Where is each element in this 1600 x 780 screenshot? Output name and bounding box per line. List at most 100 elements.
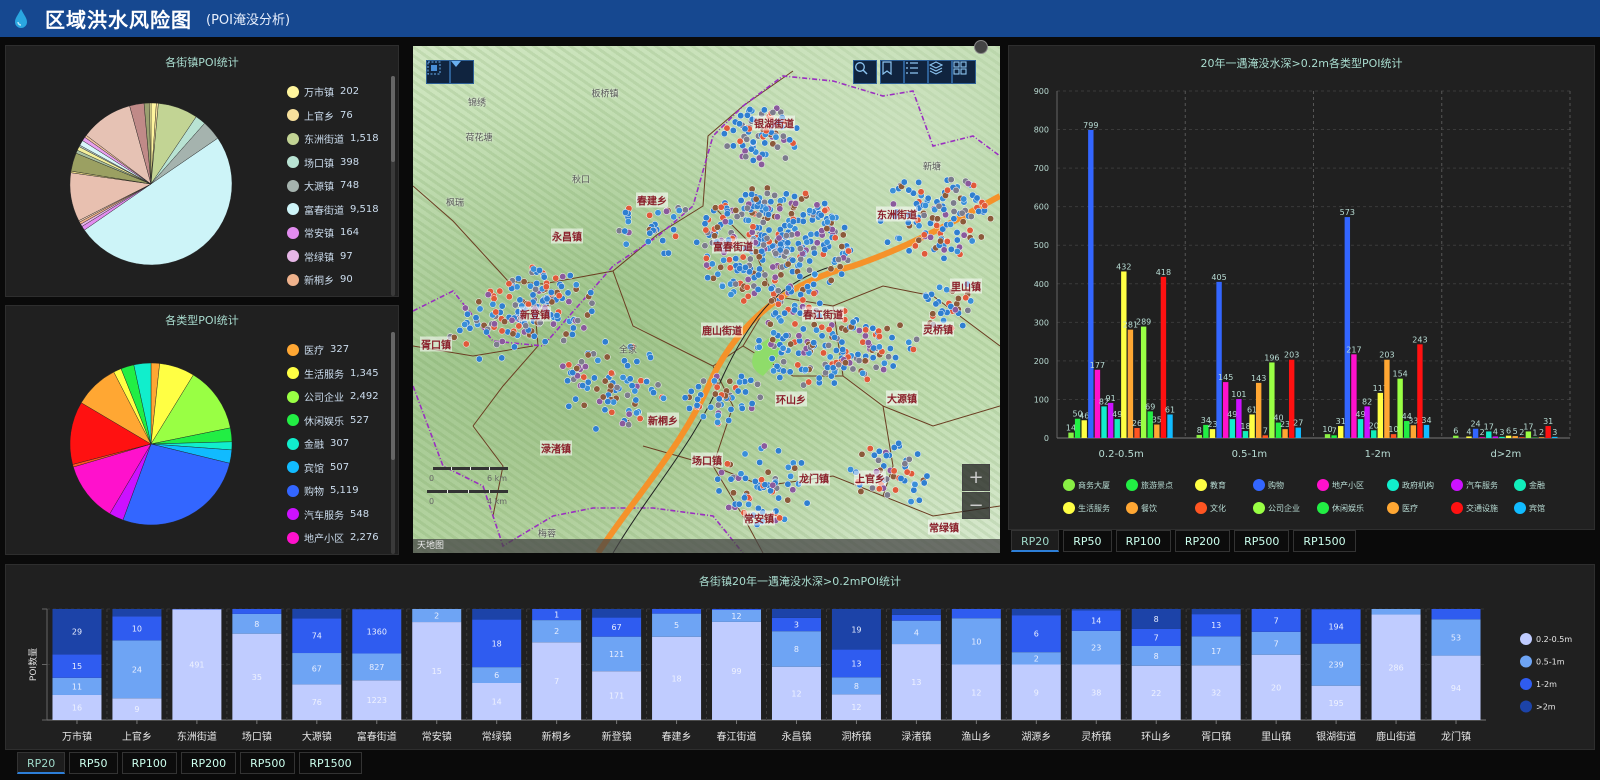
poi-marker[interactable] [791, 306, 798, 314]
bar[interactable] [1545, 426, 1551, 438]
poi-marker[interactable] [803, 499, 811, 507]
poi-marker[interactable] [714, 401, 722, 409]
bar[interactable] [1203, 424, 1209, 438]
legend-label[interactable]: 商务大厦 [1078, 480, 1110, 490]
bar[interactable] [1472, 428, 1479, 438]
poi-marker[interactable] [755, 271, 762, 279]
poi-marker[interactable] [572, 395, 580, 403]
bar[interactable] [1295, 427, 1301, 438]
poi-marker[interactable] [776, 374, 784, 382]
poi-marker[interactable] [699, 413, 707, 421]
poi-marker[interactable] [709, 274, 717, 282]
poi-marker[interactable] [756, 393, 764, 401]
poi-marker[interactable] [637, 377, 645, 385]
poi-marker[interactable] [967, 213, 975, 220]
poi-marker[interactable] [466, 324, 474, 332]
stacked-segment[interactable] [592, 636, 642, 672]
poi-marker[interactable] [802, 189, 809, 197]
poi-marker[interactable] [777, 293, 785, 301]
poi-marker[interactable] [756, 458, 764, 466]
stacked-segment[interactable] [771, 631, 821, 667]
poi-marker[interactable] [776, 514, 784, 522]
poi-marker[interactable] [914, 450, 922, 458]
poi-marker[interactable] [769, 140, 777, 148]
map-town-label[interactable]: 里山镇 [950, 278, 982, 294]
poi-marker[interactable] [717, 203, 725, 211]
bar[interactable] [1331, 435, 1337, 438]
poi-marker[interactable] [921, 201, 929, 209]
poi-marker[interactable] [601, 377, 609, 385]
poi-marker[interactable] [588, 299, 596, 307]
poi-marker[interactable] [547, 288, 555, 296]
poi-marker[interactable] [897, 474, 905, 482]
map-town-label[interactable]: 上官乡 [854, 470, 886, 486]
poi-marker[interactable] [827, 372, 835, 380]
poi-marker[interactable] [505, 293, 513, 301]
poi-marker[interactable] [508, 316, 516, 324]
poi-marker[interactable] [905, 247, 913, 255]
stacked-segment[interactable] [352, 680, 402, 720]
poi-marker[interactable] [516, 296, 524, 304]
poi-marker[interactable] [882, 452, 890, 460]
stacked-segment[interactable] [592, 609, 642, 618]
poi-marker[interactable] [773, 104, 781, 112]
poi-marker[interactable] [713, 383, 721, 391]
poi-marker[interactable] [633, 409, 641, 417]
poi-marker[interactable] [953, 236, 961, 244]
poi-marker[interactable] [654, 381, 662, 389]
poi-marker[interactable] [774, 287, 782, 295]
poi-marker[interactable] [548, 298, 556, 306]
poi-marker[interactable] [755, 253, 763, 261]
poi-marker[interactable] [761, 280, 769, 288]
bar[interactable] [1255, 382, 1262, 438]
poi-marker[interactable] [715, 487, 723, 495]
poi-marker[interactable] [558, 283, 565, 290]
stacked-segment[interactable] [1251, 654, 1301, 720]
poi-marker[interactable] [743, 204, 751, 212]
poi-marker[interactable] [935, 202, 943, 210]
poi-marker[interactable] [787, 472, 795, 480]
poi-marker[interactable] [530, 332, 538, 340]
poi-marker[interactable] [823, 238, 831, 246]
poi-marker[interactable] [744, 292, 752, 300]
layers-button[interactable] [928, 60, 952, 84]
poi-marker[interactable] [826, 353, 834, 361]
poi-marker[interactable] [619, 373, 627, 381]
stacked-segment[interactable] [112, 640, 162, 699]
tab-rp50[interactable]: RP50 [1063, 530, 1112, 552]
map-town-label[interactable]: 渌渚镇 [540, 440, 572, 456]
poi-marker[interactable] [880, 366, 888, 374]
poi-marker[interactable] [947, 245, 955, 253]
poi-marker[interactable] [836, 263, 844, 271]
poi-marker[interactable] [755, 343, 763, 351]
poi-marker[interactable] [737, 112, 745, 120]
poi-marker[interactable] [805, 378, 813, 386]
poi-marker[interactable] [720, 130, 728, 138]
poi-marker[interactable] [920, 211, 928, 219]
poi-marker[interactable] [739, 253, 747, 261]
poi-marker[interactable] [779, 132, 787, 140]
poi-marker[interactable] [813, 326, 820, 334]
poi-marker[interactable] [805, 266, 813, 274]
poi-marker[interactable] [947, 176, 955, 184]
poi-marker[interactable] [841, 224, 849, 232]
poi-marker[interactable] [900, 178, 908, 186]
poi-marker[interactable] [813, 201, 821, 209]
poi-marker[interactable] [714, 418, 722, 426]
bar[interactable] [1242, 431, 1249, 438]
stacked-segment[interactable] [951, 609, 1001, 619]
legend-label[interactable]: 1-2m [1536, 680, 1557, 689]
stacked-segment[interactable] [1431, 619, 1481, 656]
stacked-segment[interactable] [1071, 630, 1121, 665]
poi-marker[interactable] [749, 138, 757, 146]
poi-marker[interactable] [907, 498, 915, 506]
poi-marker[interactable] [530, 265, 538, 273]
poi-marker[interactable] [915, 236, 923, 244]
poi-marker[interactable] [625, 410, 633, 418]
poi-marker[interactable] [592, 425, 600, 433]
poi-marker[interactable] [542, 283, 550, 291]
stacked-segment[interactable] [1311, 685, 1361, 720]
poi-marker[interactable] [901, 460, 909, 468]
poi-marker[interactable] [738, 404, 746, 412]
stacked-segment[interactable] [472, 619, 522, 668]
